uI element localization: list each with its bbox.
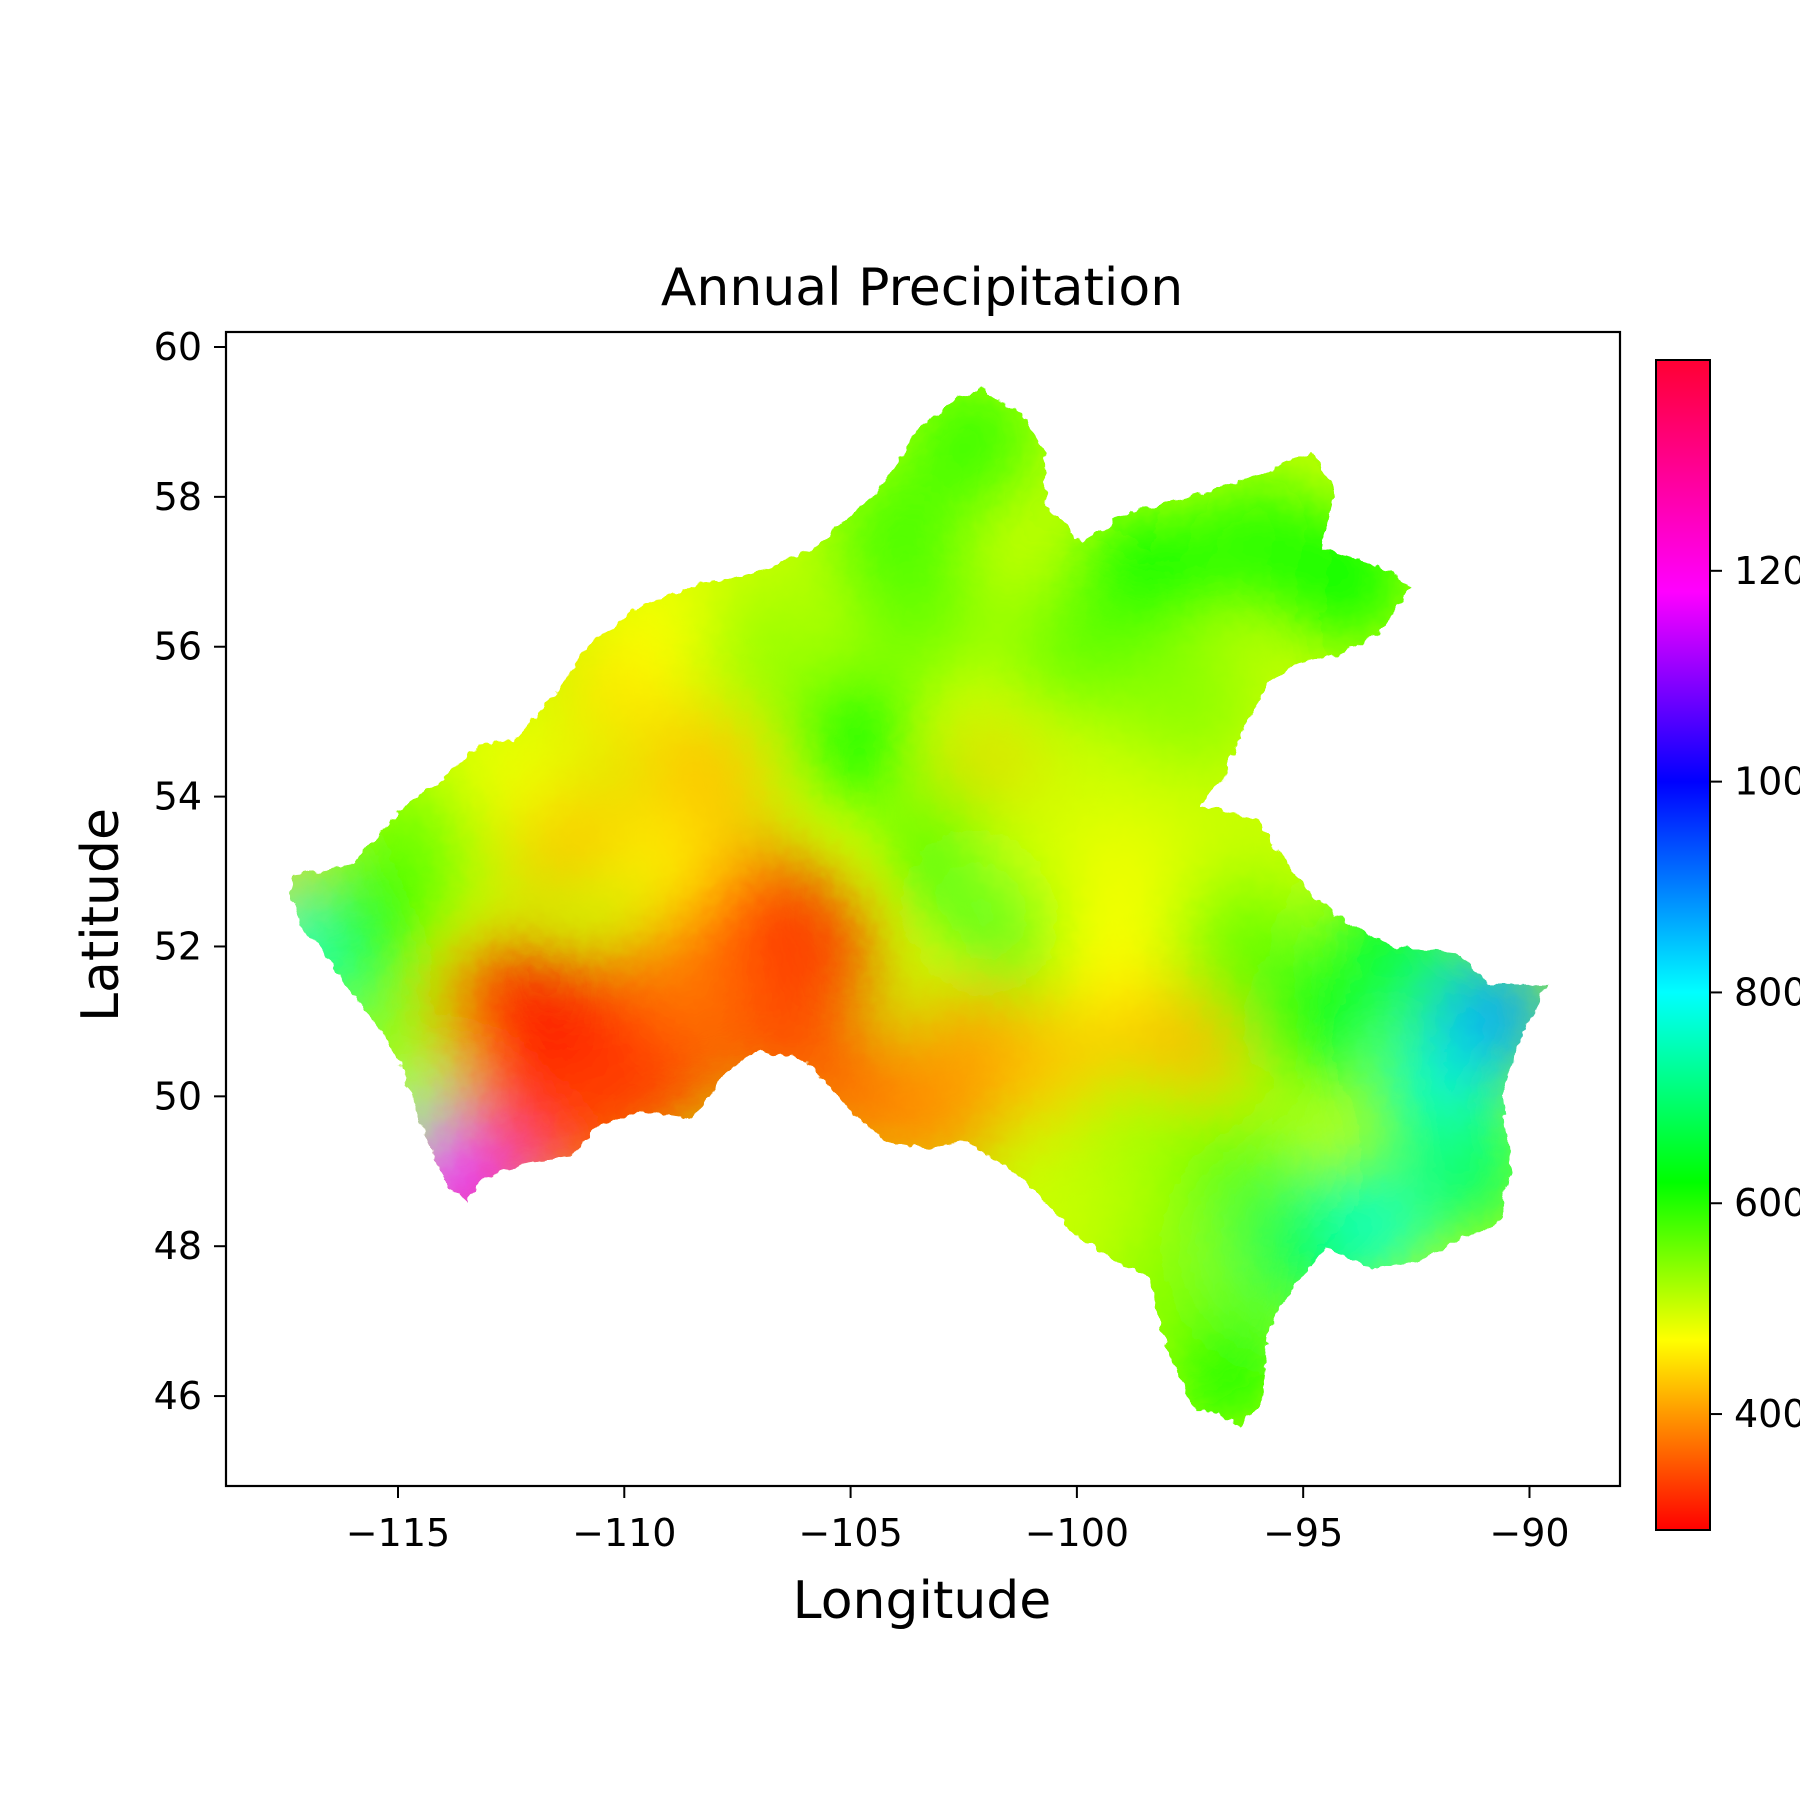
y-tick-label: 56 [154, 625, 202, 669]
field-sample [1284, 515, 1413, 644]
chart-title: Annual Precipitation [661, 258, 1183, 318]
field-sample [1049, 897, 1178, 1026]
field-sample [1162, 1309, 1291, 1427]
x-tick-label: −115 [346, 1511, 450, 1555]
x-tick-label: −90 [1489, 1511, 1569, 1555]
x-axis: −115 −110 −105 −100 −95 −90 [346, 1486, 1570, 1555]
field-sample [908, 388, 1037, 501]
x-tick-label: −95 [1263, 1511, 1343, 1555]
x-axis-label: Longitude [793, 1571, 1052, 1631]
field-sample [1406, 1107, 1535, 1236]
colorbar-axis: 400 600 800 1000 1200 [1710, 549, 1800, 1436]
field-sample [1071, 1069, 1200, 1198]
colorbar [1655, 359, 1711, 1531]
y-tick-label: 50 [154, 1074, 202, 1118]
y-tick-label: 46 [154, 1374, 202, 1418]
x-tick-label: −110 [572, 1511, 676, 1555]
colorbar-tick-label: 400 [1734, 1392, 1800, 1436]
y-tick-label: 52 [154, 924, 202, 968]
colorbar-tick-label: 800 [1734, 970, 1800, 1014]
colorbar-tick-label: 1200 [1734, 549, 1800, 593]
field-sample [1239, 957, 1368, 1086]
field-sample [1080, 507, 1209, 636]
colorbar-tick-label: 1000 [1734, 760, 1800, 804]
field-sample [447, 710, 576, 839]
field-sample [696, 582, 825, 711]
x-tick-label: −105 [798, 1511, 902, 1555]
x-tick-label: −100 [1025, 1511, 1129, 1555]
colorbar-tick-label: 600 [1734, 1181, 1800, 1225]
y-tick-label: 58 [154, 475, 202, 519]
y-tick-label: 48 [154, 1224, 202, 1268]
y-tick-label: 54 [154, 775, 202, 819]
field-sample [641, 710, 770, 839]
field-sample [596, 1009, 725, 1138]
field-sample [1126, 635, 1254, 764]
field-sample [1225, 1182, 1354, 1311]
y-axis-label: Latitude [71, 808, 131, 1022]
field-sample [1433, 949, 1548, 1078]
axes-frame [224, 330, 1622, 1488]
y-axis: 46 48 50 52 54 56 58 60 [154, 325, 226, 1418]
map-plot-area [289, 388, 1548, 1427]
field-sample [786, 672, 915, 801]
y-tick-label: 60 [154, 325, 202, 369]
